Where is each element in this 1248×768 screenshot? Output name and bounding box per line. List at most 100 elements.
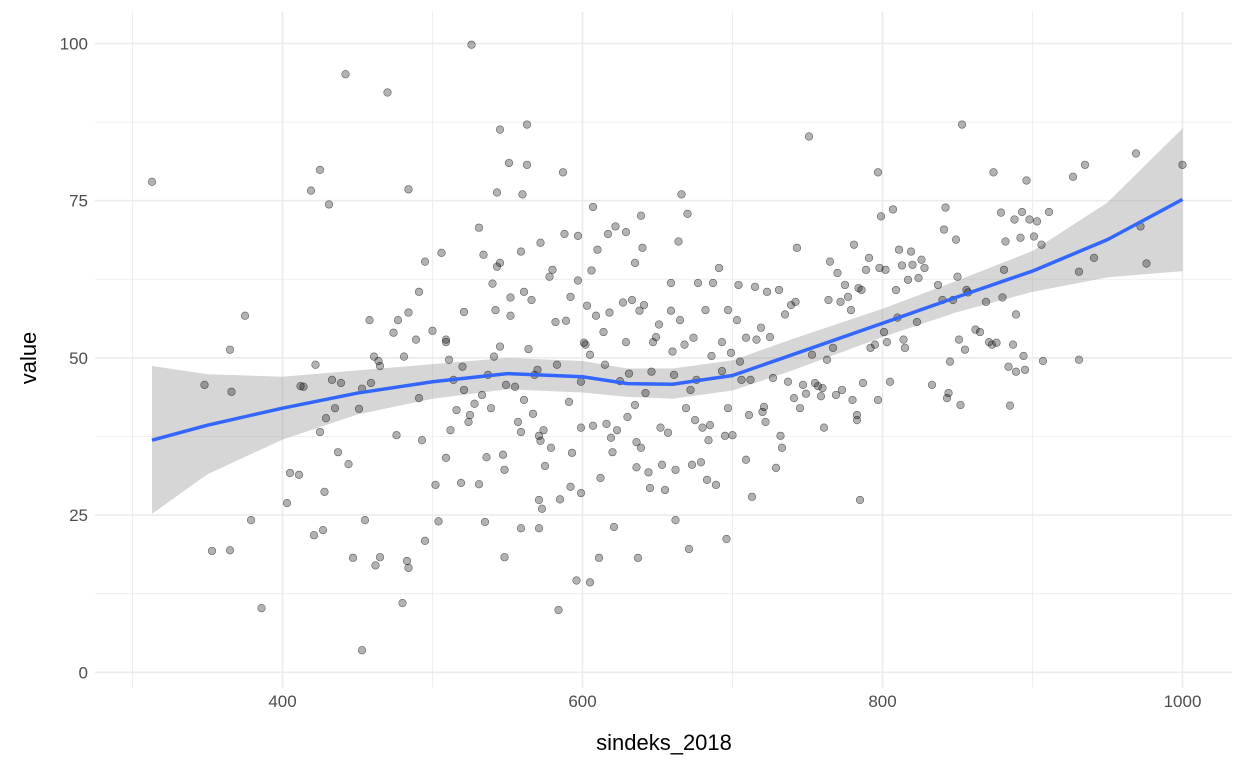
data-point (561, 316, 571, 325)
data-point (519, 287, 529, 296)
data-point (441, 453, 451, 462)
data-point (354, 404, 364, 413)
data-point (537, 504, 547, 513)
data-point (906, 247, 916, 256)
data-point (870, 340, 880, 349)
data-point (996, 208, 1006, 217)
data-point (603, 229, 613, 239)
data-point (311, 360, 320, 369)
data-point (717, 338, 727, 347)
data-point (951, 235, 961, 244)
data-point (684, 544, 694, 554)
data-point (945, 357, 955, 366)
data-point (939, 225, 949, 234)
data-point (633, 553, 643, 562)
data-point (998, 293, 1007, 302)
tick-labels: 400 600 800 1000 0 25 50 75 100 (60, 34, 1202, 711)
data-point (632, 438, 641, 447)
data-point (1029, 232, 1039, 241)
data-point (857, 285, 866, 295)
data-point (1005, 401, 1015, 410)
data-point (771, 463, 781, 473)
data-point (795, 404, 805, 413)
data-point (711, 480, 721, 489)
data-point (819, 423, 829, 432)
data-point (240, 311, 250, 320)
data-point (801, 389, 811, 398)
data-point (348, 553, 358, 562)
data-point (477, 390, 487, 400)
data-point (987, 340, 997, 349)
data-point (576, 377, 586, 386)
data-point (741, 333, 751, 342)
data-point (656, 423, 665, 432)
data-point (701, 305, 710, 315)
data-point (687, 460, 697, 469)
data-point (456, 478, 466, 488)
data-point (510, 382, 520, 391)
data-point (452, 405, 461, 415)
data-point (207, 546, 217, 556)
data-point (576, 488, 586, 498)
data-point (627, 295, 637, 305)
data-point (534, 495, 544, 505)
data-point (536, 238, 545, 247)
data-point (876, 212, 886, 221)
data-point (488, 279, 497, 288)
data-point (552, 360, 562, 369)
data-point (1001, 237, 1010, 246)
data-point (399, 352, 409, 361)
data-point (693, 278, 703, 288)
data-point (566, 482, 575, 491)
data-point (573, 231, 583, 240)
data-point (1074, 355, 1084, 364)
data-point (728, 431, 737, 440)
data-point (1044, 207, 1054, 217)
data-point (671, 516, 680, 525)
x-tick-label: 1000 (1164, 692, 1202, 711)
data-point (536, 436, 545, 445)
data-point (873, 168, 883, 177)
data-point (330, 404, 340, 413)
data-point (612, 426, 622, 435)
y-tick-label: 50 (69, 349, 88, 368)
data-point (639, 300, 649, 310)
data-point (917, 255, 926, 264)
data-point (855, 495, 865, 505)
data-point (572, 576, 581, 585)
data-point (912, 317, 922, 327)
data-point (522, 160, 532, 169)
data-point (971, 325, 980, 334)
data-point (402, 556, 412, 566)
confidence-band (152, 128, 1183, 514)
data-point (759, 402, 769, 412)
data-point (885, 377, 895, 386)
data-point (734, 280, 743, 290)
data-point (696, 458, 706, 467)
data-point (417, 436, 427, 445)
data-point (758, 407, 767, 417)
data-point (825, 257, 835, 266)
y-tick-label: 0 (79, 663, 88, 682)
data-point (599, 327, 608, 337)
data-point (837, 385, 847, 395)
data-point (1025, 215, 1034, 224)
data-point (1178, 160, 1187, 169)
data-point (257, 604, 266, 613)
data-point (608, 448, 617, 457)
data-point (831, 390, 841, 400)
data-point (431, 480, 440, 489)
data-point (306, 186, 316, 195)
data-point (914, 273, 923, 283)
data-point (375, 361, 385, 371)
data-point (459, 385, 469, 395)
data-point (689, 333, 698, 342)
data-point (560, 229, 569, 239)
data-points (147, 40, 1187, 655)
data-point (1131, 149, 1141, 158)
data-point (726, 348, 736, 357)
data-point (644, 468, 653, 477)
data-point (420, 257, 430, 266)
data-point (414, 394, 424, 403)
data-point (768, 373, 778, 383)
